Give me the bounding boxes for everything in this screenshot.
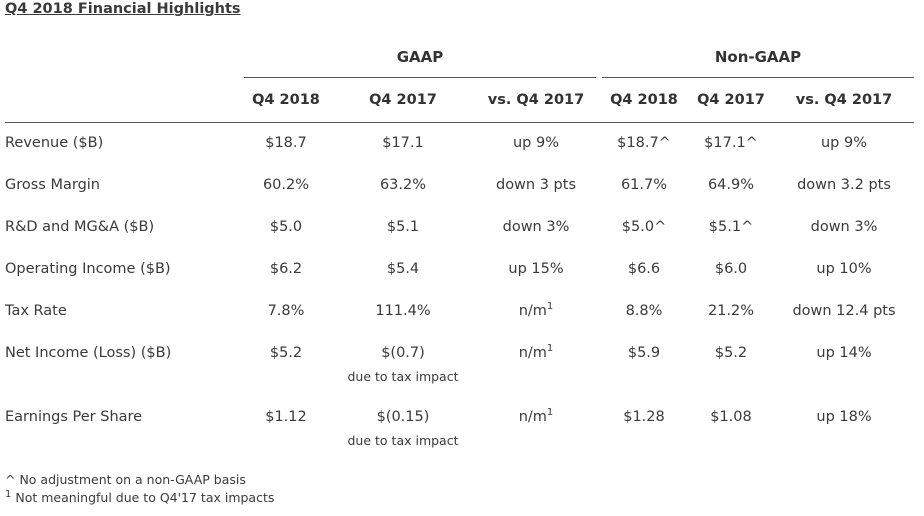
tax-impact-note: due to tax impact (347, 369, 459, 384)
nm-text: n/m (518, 303, 547, 319)
cell: $6.2 (269, 261, 303, 277)
footnote-one-text: Not meaningful due to Q4'17 tax impacts (11, 490, 275, 505)
row-label-eps: Earnings Per Share (5, 409, 143, 425)
col-header-gaap-q4-2017: Q4 2017 (369, 92, 437, 108)
col-header-gaap-q4-2018: Q4 2018 (252, 92, 320, 108)
cell: down 3.2 pts (797, 177, 891, 193)
footnote-caret: ^ No adjustment on a non-GAAP basis (5, 472, 246, 487)
col-header-gaap-vs: vs. Q4 2017 (487, 92, 585, 108)
cell: 64.9% (707, 177, 755, 193)
cell: $(0.15) (376, 409, 430, 425)
row-label-tax-rate: Tax Rate (5, 303, 67, 319)
footnote-1-marker: 1 (546, 407, 554, 419)
cell: $17.1^ (704, 135, 758, 151)
cell: down 3% (810, 219, 878, 235)
cell: $5.9 (627, 345, 661, 361)
cell-nm: n/m1 (476, 343, 596, 361)
non-gaap-group-rule (602, 77, 914, 78)
cell: $17.1 (382, 135, 424, 151)
cell: 7.8% (267, 303, 305, 319)
nm-text: n/m (518, 345, 547, 361)
cell: up 9% (512, 135, 559, 151)
col-header-nongaap-vs: vs. Q4 2017 (795, 92, 893, 108)
cell: $5.0^ (621, 219, 667, 235)
col-header-nongaap-q4-2018: Q4 2018 (610, 92, 678, 108)
cell: $6.6 (627, 261, 661, 277)
cell-nm: n/m1 (476, 407, 596, 425)
footnote-one: 1 Not meaningful due to Q4'17 tax impact… (5, 488, 275, 505)
col-header-nongaap-q4-2017: Q4 2017 (697, 92, 765, 108)
cell: 111.4% (375, 303, 431, 319)
cell: $18.7 (265, 135, 307, 151)
cell: down 3 pts (495, 177, 576, 193)
cell: $5.4 (386, 261, 420, 277)
footnote-1-marker: 1 (546, 343, 554, 355)
row-label-revenue: Revenue ($B) (5, 135, 104, 151)
cell-nm: n/m1 (476, 301, 596, 319)
cell: 60.2% (262, 177, 310, 193)
non-gaap-group-header: Non-GAAP (714, 48, 802, 66)
cell: $5.2 (714, 345, 748, 361)
tax-impact-note: due to tax impact (347, 433, 459, 448)
gaap-group-header: GAAP (396, 48, 444, 66)
cell: $1.28 (623, 409, 665, 425)
cell: down 3% (502, 219, 570, 235)
cell: up 10% (816, 261, 872, 277)
cell: 21.2% (707, 303, 755, 319)
cell: $5.0 (269, 219, 303, 235)
cell: down 12.4 pts (792, 303, 896, 319)
page-title: Q4 2018 Financial Highlights (5, 1, 241, 17)
cell: up 14% (816, 345, 872, 361)
cell: up 18% (816, 409, 872, 425)
cell: $18.7^ (617, 135, 671, 151)
row-label-net-income: Net Income (Loss) ($B) (5, 345, 172, 361)
row-label-operating-income: Operating Income ($B) (5, 261, 171, 277)
cell: $5.2 (269, 345, 303, 361)
cell: $6.0 (714, 261, 748, 277)
cell: $1.08 (710, 409, 752, 425)
cell: 63.2% (379, 177, 427, 193)
cell: $(0.7) (381, 345, 425, 361)
cell: 8.8% (625, 303, 663, 319)
cell: up 9% (820, 135, 867, 151)
cell: $5.1 (386, 219, 420, 235)
cell: $1.12 (265, 409, 307, 425)
gaap-group-rule (244, 77, 596, 78)
cell: 61.7% (620, 177, 668, 193)
header-rule (5, 122, 914, 123)
row-label-rd-mga: R&D and MG&A ($B) (5, 219, 155, 235)
footnote-1-marker: 1 (546, 301, 554, 313)
row-label-gross-margin: Gross Margin (5, 177, 100, 193)
nm-text: n/m (518, 409, 547, 425)
footnote-one-marker: 1 (5, 488, 12, 500)
cell: $5.1^ (708, 219, 754, 235)
cell: up 15% (508, 261, 564, 277)
